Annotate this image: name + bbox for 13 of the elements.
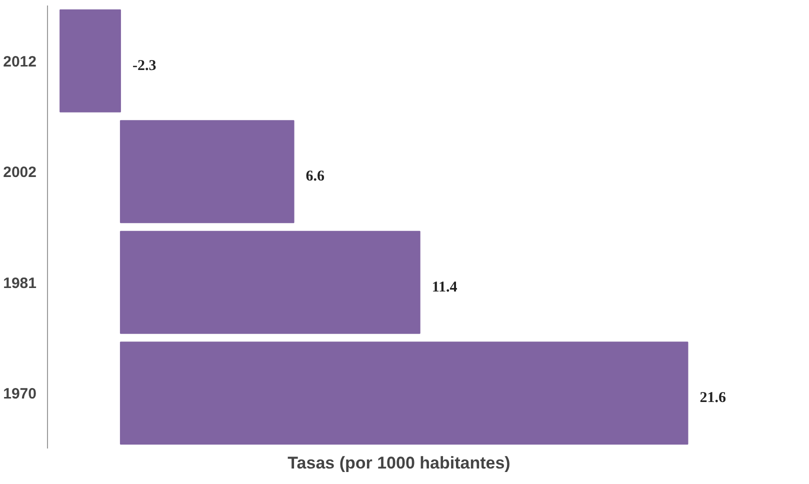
bar (120, 230, 420, 334)
y-tick-label: 1981 (3, 274, 37, 292)
data-label: -2.3 (132, 58, 156, 74)
data-label: 11.4 (432, 279, 458, 296)
data-label: 6.6 (306, 168, 326, 185)
bar (120, 120, 294, 224)
bar (60, 9, 121, 112)
x-axis-title: Tasas (por 1000 habitantes) (288, 454, 510, 472)
data-label: 21.6 (700, 390, 726, 406)
y-tick-label: 1970 (3, 386, 37, 403)
bar (120, 342, 688, 445)
y-tick-label: 2012 (3, 53, 37, 70)
y-tick-label: 2002 (3, 164, 37, 182)
